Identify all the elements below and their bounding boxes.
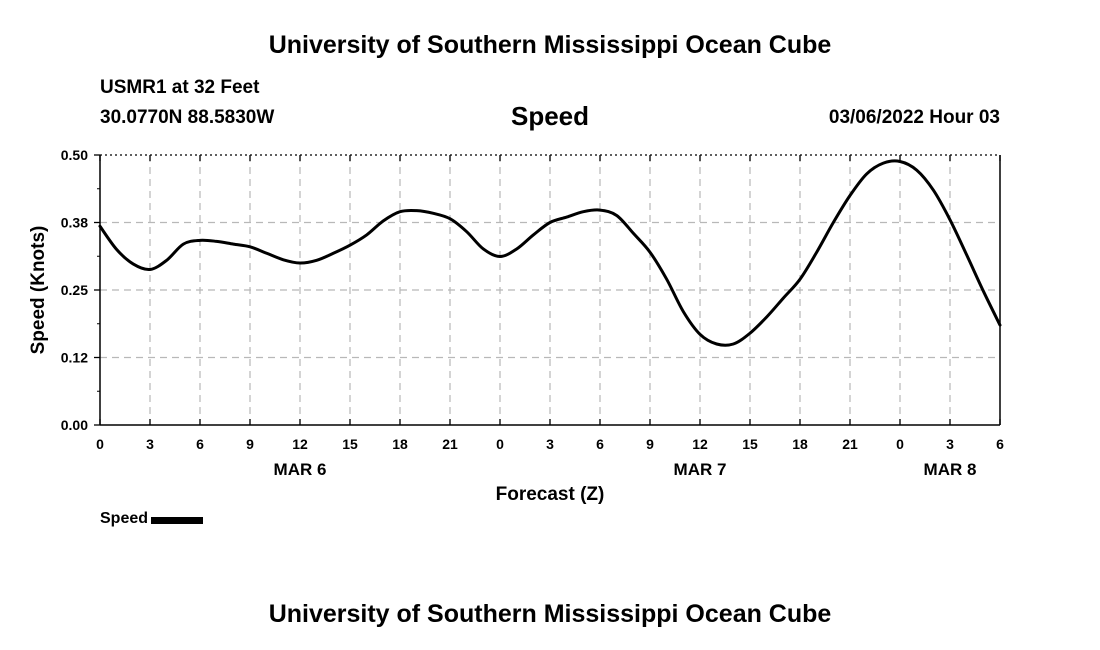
x-tick-label: 6: [196, 436, 204, 452]
legend-label: Speed: [100, 510, 149, 527]
x-tick-label: 18: [792, 436, 808, 452]
grid-lines: [100, 154, 1000, 425]
y-tick-label: 0.00: [61, 417, 88, 433]
x-axis-title: Forecast (Z): [496, 484, 605, 505]
x-tick-label: 12: [692, 436, 708, 452]
legend-line-swatch: [151, 517, 204, 524]
x-tick-label: 6: [996, 436, 1004, 452]
x-tick-label: 0: [896, 436, 904, 452]
x-tick-label: 21: [442, 436, 458, 452]
datetime-label: 03/06/2022 Hour 03: [828, 107, 1000, 128]
x-tick-label: 3: [146, 436, 154, 452]
x-tick-label: 3: [546, 436, 554, 452]
x-tick-label: 9: [646, 436, 654, 452]
x-tick-label: 21: [842, 436, 858, 452]
y-tick-label: 0.12: [61, 350, 88, 366]
x-tick-label: 12: [292, 436, 308, 452]
y-tick-label: 0.25: [61, 282, 88, 298]
x-tick-label: 9: [246, 436, 254, 452]
footer-title: University of Southern Mississippi Ocean…: [268, 600, 832, 628]
page-title: University of Southern Mississippi Ocean…: [268, 31, 832, 59]
x-tick-label: 0: [496, 436, 504, 452]
x-tick-label: 15: [742, 436, 758, 452]
x-tick-label: 18: [392, 436, 408, 452]
speed-series-line: [98, 159, 1002, 347]
x-tick-label: 15: [342, 436, 358, 452]
legend: Speed: [100, 510, 204, 528]
x-tick-label: 6: [596, 436, 604, 452]
x-tick-label: 3: [946, 436, 954, 452]
y-tick-label: 0.38: [61, 215, 88, 231]
chart-title: Speed: [510, 101, 590, 131]
date-label: MAR 7: [674, 460, 727, 479]
date-label: MAR 8: [924, 460, 977, 479]
y-tick-label: 0.50: [61, 147, 88, 163]
y-axis-title: Speed (Knots): [28, 226, 49, 355]
speed-chart: 0.00 0.12 0.25 0.38 0.50 0 3 6 9 12 15 18 21 0 3 6 9 12 15…: [28, 147, 1004, 505]
date-label: MAR 6: [274, 460, 327, 479]
coordinates-label: 30.0770N 88.5830W: [100, 107, 275, 128]
station-label: USMR1 at 32 Feet: [100, 77, 260, 98]
x-tick-label: 0: [96, 436, 104, 452]
